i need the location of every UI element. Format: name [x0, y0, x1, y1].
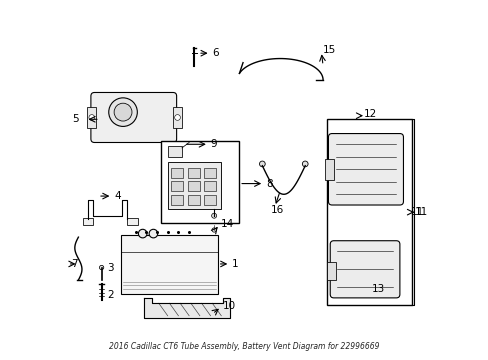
Text: 9: 9 — [210, 139, 217, 149]
Circle shape — [108, 98, 137, 126]
Text: 12: 12 — [364, 109, 377, 119]
Bar — [171, 168, 183, 178]
Text: 8: 8 — [265, 179, 272, 189]
Circle shape — [211, 213, 216, 218]
Circle shape — [259, 161, 264, 167]
FancyBboxPatch shape — [91, 93, 176, 143]
Bar — [173, 107, 182, 128]
Text: 11: 11 — [410, 207, 423, 217]
Bar — [187, 168, 200, 178]
Text: 15: 15 — [323, 45, 336, 55]
Bar — [160, 141, 239, 223]
Circle shape — [89, 114, 95, 120]
Text: 2: 2 — [107, 291, 113, 300]
Bar — [171, 195, 183, 205]
Circle shape — [302, 161, 307, 167]
Bar — [203, 195, 216, 205]
Bar — [121, 235, 217, 294]
Circle shape — [138, 229, 147, 238]
Text: 5: 5 — [72, 114, 79, 124]
Circle shape — [212, 228, 216, 232]
Circle shape — [99, 265, 103, 270]
Bar — [203, 181, 216, 192]
Text: 13: 13 — [370, 284, 384, 294]
Text: 3: 3 — [107, 262, 113, 273]
Bar — [187, 195, 200, 205]
FancyBboxPatch shape — [328, 134, 403, 205]
Text: 1: 1 — [231, 259, 238, 269]
Text: 11: 11 — [414, 207, 427, 217]
Text: 2016 Cadillac CT6 Tube Assembly, Battery Vent Diagram for 22996669: 2016 Cadillac CT6 Tube Assembly, Battery… — [109, 342, 379, 351]
Bar — [82, 217, 93, 225]
Bar — [203, 168, 216, 178]
Polygon shape — [144, 298, 230, 318]
Bar — [127, 217, 138, 225]
Text: 10: 10 — [223, 301, 236, 311]
Text: 7: 7 — [71, 259, 78, 269]
Bar — [324, 158, 333, 180]
FancyBboxPatch shape — [329, 241, 399, 298]
Bar — [171, 181, 183, 192]
Bar — [87, 107, 96, 128]
Bar — [167, 162, 221, 208]
Bar — [326, 262, 335, 280]
Text: 16: 16 — [271, 205, 284, 215]
Text: 6: 6 — [212, 48, 219, 58]
Bar — [326, 119, 411, 305]
Circle shape — [149, 229, 157, 238]
Bar — [187, 181, 200, 192]
Text: 4: 4 — [114, 191, 121, 201]
Circle shape — [114, 103, 132, 121]
Text: 14: 14 — [221, 219, 234, 229]
Bar — [167, 146, 182, 157]
Circle shape — [174, 114, 180, 120]
